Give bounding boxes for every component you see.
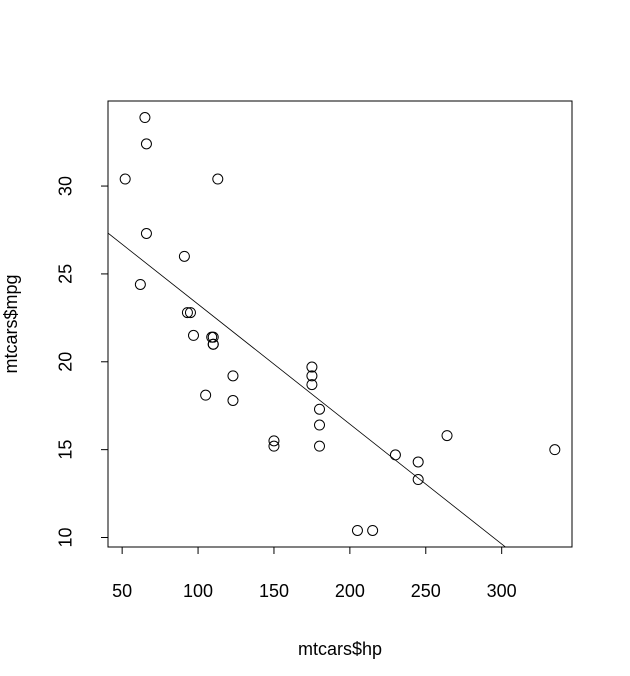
point — [306, 379, 318, 391]
point — [268, 440, 280, 452]
point — [268, 435, 280, 447]
point — [227, 394, 239, 406]
point — [314, 419, 326, 431]
point — [188, 329, 200, 341]
point — [119, 173, 131, 185]
x-tick-label: 300 — [487, 581, 517, 601]
point — [212, 173, 224, 185]
point — [184, 307, 196, 319]
point — [351, 524, 363, 536]
point — [314, 403, 326, 415]
y-tick-label: 10 — [56, 527, 76, 547]
point — [412, 456, 424, 468]
point — [441, 430, 453, 442]
x-tick-label: 250 — [411, 581, 441, 601]
x-tick-label: 200 — [335, 581, 365, 601]
point — [367, 524, 379, 536]
point — [227, 370, 239, 382]
point — [306, 370, 318, 382]
x-tick-label: 150 — [259, 581, 289, 601]
point — [139, 112, 151, 124]
point — [140, 227, 152, 239]
point — [314, 440, 326, 452]
y-tick-label: 20 — [56, 352, 76, 372]
point — [140, 138, 152, 150]
y-tick-label: 30 — [56, 176, 76, 196]
x-tick-label: 100 — [183, 581, 213, 601]
point — [549, 444, 561, 456]
point — [181, 307, 193, 319]
plot-box — [107, 100, 573, 548]
point — [207, 338, 219, 350]
y-tick-label: 15 — [56, 440, 76, 460]
y-tick-label: 25 — [56, 264, 76, 284]
point — [200, 389, 212, 401]
fit-line — [108, 232, 507, 547]
x-tick-label: 50 — [112, 581, 132, 601]
y-axis-label: mtcars$mpg — [1, 274, 21, 373]
point — [389, 449, 401, 461]
point — [134, 278, 146, 290]
x-axis-label: mtcars$hp — [298, 639, 382, 659]
point — [412, 474, 424, 486]
point — [178, 250, 190, 262]
point — [206, 331, 218, 343]
plot-area — [108, 232, 507, 547]
point — [306, 361, 318, 373]
